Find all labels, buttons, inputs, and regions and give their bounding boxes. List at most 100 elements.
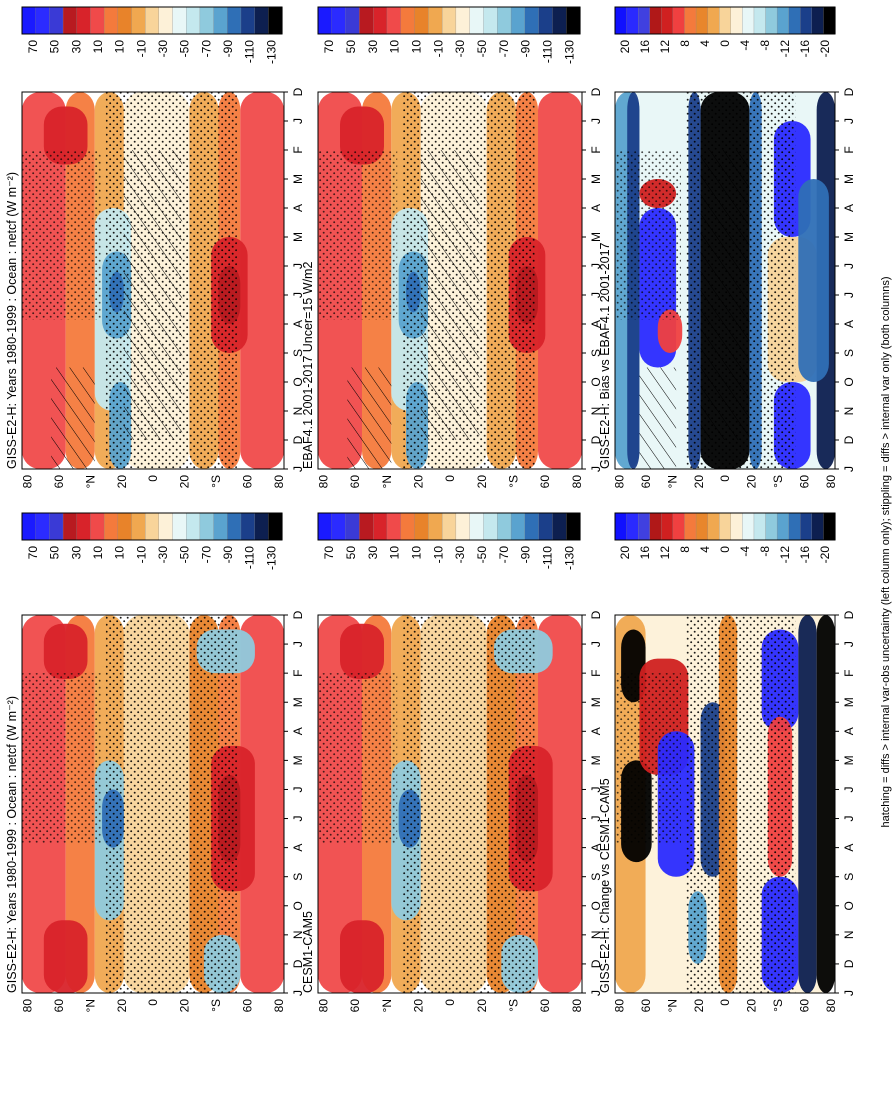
colorbar-label: 0 <box>718 40 732 47</box>
month-label: S <box>842 349 856 357</box>
colorbar-label: 10 <box>113 40 127 54</box>
field-region <box>43 623 88 679</box>
field-region <box>240 615 284 993</box>
month-label: M <box>589 697 603 707</box>
month-label: S <box>291 349 305 357</box>
stipple-overlay <box>105 615 237 993</box>
colorbar-label: -110 <box>540 40 554 63</box>
month-label: J <box>842 990 856 996</box>
colorbar-swatch <box>552 6 567 35</box>
month-label: O <box>842 901 856 910</box>
lat-label: 60 <box>241 475 255 489</box>
colorbar-label: 20 <box>618 546 632 560</box>
lat-label: 20 <box>692 475 706 489</box>
colorbar-swatch <box>661 512 674 541</box>
month-label: J <box>842 466 856 472</box>
colorbar-label: -130 <box>264 546 278 570</box>
colorbar-swatch <box>317 512 333 541</box>
colorbar-label: -110 <box>243 40 257 63</box>
colorbar-swatch <box>331 512 347 541</box>
month-label: J <box>589 118 603 124</box>
colorbar-swatch <box>373 512 388 541</box>
colorbar-swatch <box>400 6 416 35</box>
colorbar-swatch <box>145 6 160 35</box>
colorbar-label: 10 <box>409 546 423 560</box>
month-label: O <box>291 901 305 910</box>
colorbar-swatch <box>707 6 720 35</box>
colorbar-label: -4 <box>738 40 752 51</box>
colorbar-swatch <box>510 512 526 541</box>
field-region <box>240 92 284 469</box>
colorbar-swatch <box>811 6 825 35</box>
month-label: A <box>842 727 856 735</box>
colorbar-label: -70 <box>497 546 511 564</box>
month-label: N <box>842 407 856 416</box>
colorbar-label: 70 <box>322 40 336 54</box>
month-label: F <box>842 146 856 153</box>
colorbar-label: -50 <box>178 40 192 58</box>
colorbar-swatch <box>386 6 402 35</box>
month-label: M <box>291 232 305 242</box>
colorbar-swatch <box>240 6 256 35</box>
month-label: D <box>291 435 305 444</box>
lat-label: 80 <box>570 475 584 489</box>
colorbar-swatch <box>254 6 269 35</box>
colorbar-label: -70 <box>497 40 511 58</box>
month-label: A <box>291 204 305 212</box>
month-label: J <box>589 263 603 269</box>
colorbar-swatch <box>414 6 429 35</box>
colorbar-swatch <box>49 6 64 35</box>
colorbar-label: -130 <box>264 40 278 64</box>
colorbar-swatch <box>441 512 457 541</box>
colorbar-swatch <box>331 6 347 35</box>
colorbar-label: -8 <box>758 546 772 557</box>
month-label: A <box>589 844 603 852</box>
colorbar-label: 8 <box>678 40 692 47</box>
colorbars-layer: 70 50 30 10 10 -10 -30 -50 -70 -90 -110 -130 70 50 30 1… <box>21 6 836 570</box>
lat-label: 0 <box>718 475 732 482</box>
colorbar-label: 50 <box>344 40 358 54</box>
lat-label: 20 <box>412 475 426 489</box>
field-region <box>340 920 384 993</box>
month-label: D <box>291 87 305 96</box>
colorbar-swatch <box>199 6 215 35</box>
colorbar-swatch <box>213 512 228 541</box>
colorbar-label: -10 <box>431 546 445 564</box>
colorbar-swatch <box>76 512 92 541</box>
lat-label: °N <box>380 475 394 488</box>
colorbar-label: 10 <box>388 40 402 54</box>
panel-title: EBAF4.1 2001-2017 Uncer=15 W/m2 <box>301 262 315 469</box>
colorbar-label: -70 <box>199 546 213 564</box>
month-label: M <box>842 174 856 184</box>
colorbar-label: 50 <box>344 546 358 560</box>
month-label: D <box>842 610 856 619</box>
field-region <box>657 309 683 353</box>
lat-label: °S <box>209 475 223 488</box>
month-label: D <box>589 959 603 968</box>
colorbar-swatch <box>373 6 388 35</box>
panel-title: GISS-E2-H: Years 1980-1999 : Ocean : net… <box>5 172 19 469</box>
field-region <box>340 623 384 679</box>
colorbar-swatch <box>227 6 242 35</box>
month-label: M <box>291 755 305 765</box>
colorbar-swatch <box>649 512 662 541</box>
colorbar-label: -20 <box>818 546 832 564</box>
lat-label: 80 <box>824 475 838 489</box>
colorbar-label: -30 <box>453 40 467 58</box>
month-label: J <box>842 641 856 647</box>
lat-label: 80 <box>20 475 34 489</box>
colorbar-label: -110 <box>540 546 554 569</box>
colorbar-swatch <box>386 512 402 541</box>
colorbar-swatch <box>788 512 801 541</box>
month-label: M <box>291 697 305 707</box>
colorbar-label: 8 <box>678 546 692 553</box>
month-label: F <box>842 669 856 676</box>
month-label: A <box>842 844 856 852</box>
colorbar-swatch <box>566 512 581 541</box>
month-label: J <box>589 292 603 298</box>
month-label: J <box>291 118 305 124</box>
lat-label: °S <box>771 475 785 488</box>
month-label: O <box>589 901 603 910</box>
